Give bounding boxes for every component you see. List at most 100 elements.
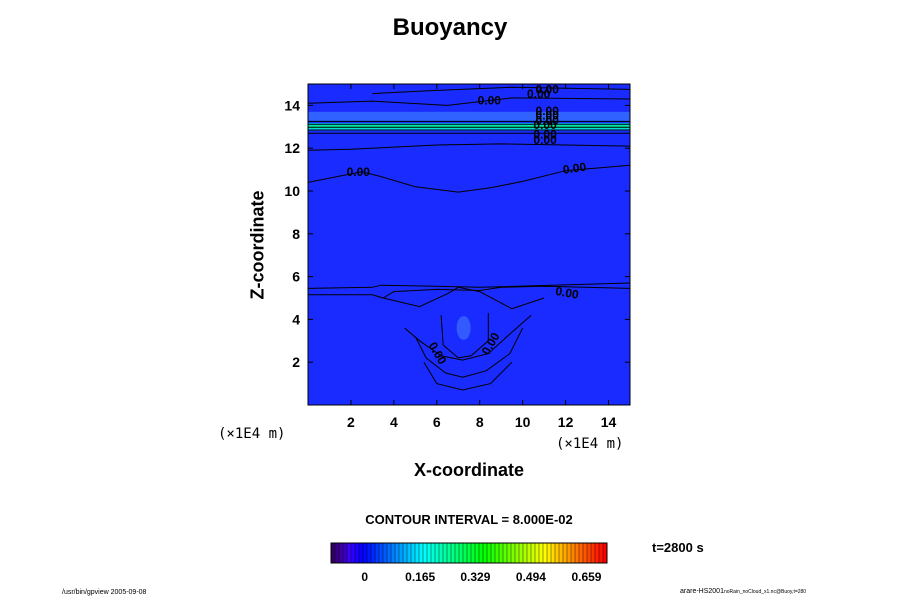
colorbar-segment — [591, 543, 596, 563]
colorbar-segment — [363, 543, 368, 563]
colorbar-segment — [415, 543, 420, 563]
colorbar-segment — [383, 543, 388, 563]
colorbar-segment — [519, 543, 524, 563]
field-layer: 0.000.000.000.000.000.000.000.000.000.00… — [308, 83, 630, 405]
x-axis-unit: (×1E4 m) — [556, 436, 624, 452]
colorbar-segment — [419, 543, 424, 563]
colorbar-segment — [487, 543, 492, 563]
colorbar-tick-label: 0.659 — [571, 570, 601, 584]
colorbar-segment — [531, 543, 536, 563]
colorbar-segment — [491, 543, 496, 563]
contour-line — [414, 327, 524, 378]
footer-right: arare-HS2001noRain_noCloud_x1.nc@Buoy,t=… — [680, 588, 806, 595]
colorbar-segment — [423, 543, 428, 563]
contour-label: 0.00 — [533, 118, 557, 132]
colorbar-segment — [379, 543, 384, 563]
colorbar-segment — [583, 543, 588, 563]
y-tick-label: 8 — [292, 226, 300, 242]
contour-line — [404, 314, 532, 361]
x-tick-label: 12 — [558, 414, 574, 430]
colorbar-segment — [523, 543, 528, 563]
chart-title: Buoyancy — [392, 14, 508, 41]
colorbar-segment — [551, 543, 556, 563]
contour-line — [423, 361, 513, 391]
colorbar-segment — [355, 543, 360, 563]
colorbar-segment — [439, 543, 444, 563]
colorbar-segment — [483, 543, 488, 563]
colorbar-segment — [359, 543, 364, 563]
x-tick-label: 4 — [390, 414, 398, 430]
colorbar-segment — [475, 543, 480, 563]
contour-label: 0.00 — [533, 133, 557, 147]
field-background — [308, 84, 630, 405]
colorbar: 0 0.165 0.329 0.494 0.659 — [330, 542, 608, 584]
colorbar-segment — [391, 543, 396, 563]
y-tick-label: 14 — [284, 97, 300, 113]
colorbar-segment — [547, 543, 552, 563]
colorbar-segment — [571, 543, 576, 563]
contour-label: 0.00 — [536, 114, 560, 128]
colorbar-segment — [431, 543, 436, 563]
colorbar-segment — [515, 543, 520, 563]
colorbar-segment — [395, 543, 400, 563]
colorbar-segment — [447, 543, 452, 563]
time-label: t=2800 s — [652, 540, 704, 555]
contour-line — [308, 143, 630, 151]
contour-label: 0.00 — [536, 108, 560, 122]
contour-label: 0.00 — [554, 284, 580, 302]
colorbar-segment — [499, 543, 504, 563]
footer-left: /usr/bin/gpview 2005-09-08 — [62, 589, 147, 596]
colorbar-segment — [595, 543, 600, 563]
colorbar-segment — [367, 543, 372, 563]
contour-line — [308, 164, 630, 193]
x-tick-label: 10 — [515, 414, 531, 430]
colorbar-segment — [471, 543, 476, 563]
colorbar-segment — [467, 543, 472, 563]
colorbar-segment — [575, 543, 580, 563]
lower-blob — [456, 315, 471, 340]
colorbar-segment — [335, 543, 340, 563]
contour-label: 0.00 — [536, 83, 560, 97]
colorbar-segment — [503, 543, 508, 563]
colorbar-segment — [527, 543, 532, 563]
colorbar-segment — [567, 543, 572, 563]
y-tick-label: 12 — [284, 140, 300, 156]
colorbar-segment — [543, 543, 548, 563]
plot-area: 0.000.000.000.000.000.000.000.000.000.00… — [307, 83, 631, 406]
colorbar-segment — [463, 543, 468, 563]
plot-frame — [307, 83, 631, 406]
colorbar-segment — [427, 543, 432, 563]
x-axis-ticks: 2 4 6 8 10 12 14 — [347, 84, 617, 430]
contour-line — [382, 286, 545, 310]
colorbar-segment — [535, 543, 540, 563]
y-axis-ticks: 2 4 6 8 10 12 14 — [284, 97, 630, 370]
contour-line — [440, 313, 489, 359]
x-tick-label: 8 — [476, 414, 484, 430]
colorbar-segment — [555, 543, 560, 563]
colorbar-segment — [507, 543, 512, 563]
colorbar-tick-label: 0 — [361, 570, 368, 584]
colorbar-segment — [455, 543, 460, 563]
colorbar-segment — [407, 543, 412, 563]
colorbar-segment — [403, 543, 408, 563]
colorbar-segment — [347, 543, 352, 563]
upper-faint-band — [308, 111, 630, 122]
colorbar-segment — [443, 543, 448, 563]
x-tick-label: 6 — [433, 414, 441, 430]
colorbar-segment — [495, 543, 500, 563]
contour-line — [372, 86, 630, 95]
colorbar-tick-label: 0.329 — [460, 570, 490, 584]
colorbar-segment — [539, 543, 544, 563]
y-axis-label: Z-coordinate — [247, 190, 268, 300]
contour-label: 0.00 — [562, 160, 587, 177]
colorbar-segment — [375, 543, 380, 563]
contour-line — [308, 282, 630, 289]
contour-label: 0.00 — [527, 87, 551, 101]
contour-label: 0.00 — [347, 165, 371, 179]
contour-line — [308, 285, 630, 299]
colorbar-segment — [599, 543, 604, 563]
contour-interval-label: CONTOUR INTERVAL = 8.000E-02 — [365, 512, 573, 527]
colorbar-segment — [479, 543, 484, 563]
colorbar-segment — [559, 543, 564, 563]
colorbar-segment — [343, 543, 348, 563]
